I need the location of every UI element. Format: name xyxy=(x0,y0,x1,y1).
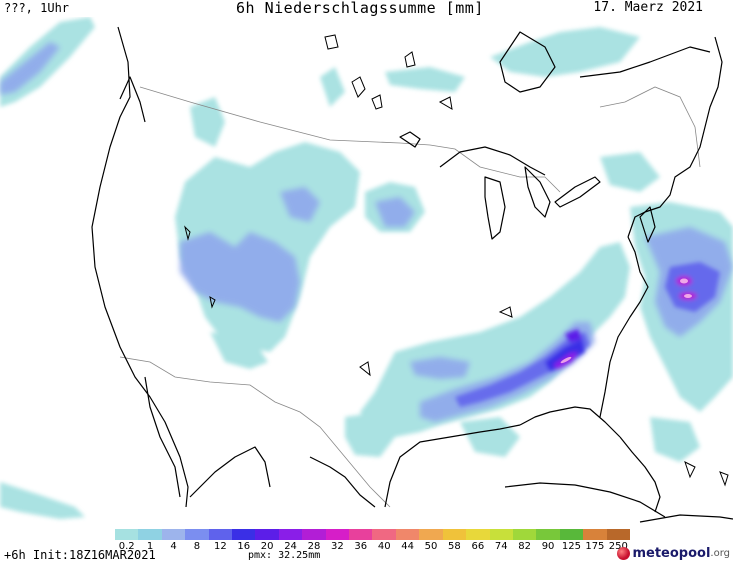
colorbar-tick-label: 0.2 xyxy=(118,541,135,552)
colorbar-tick-label: 125 xyxy=(561,541,582,552)
colorbar-segment xyxy=(232,529,256,540)
colorbar-tick-label: 74 xyxy=(494,541,508,552)
colorbar-segment xyxy=(372,529,396,540)
colorbar-segment xyxy=(255,529,279,540)
colorbar-segment xyxy=(606,529,630,540)
colorbar-segment xyxy=(419,529,443,540)
colorbar-tick-label: 44 xyxy=(401,541,414,552)
colorbar-segment xyxy=(466,529,490,540)
colorbar-segment xyxy=(442,529,467,540)
max-precip-label: pmx: 32.25mm xyxy=(248,550,321,561)
logo-suffix: .org xyxy=(710,548,730,559)
colorbar-segment xyxy=(536,529,560,540)
model-run-label: +6h Init:18Z16MAR2021 xyxy=(4,548,156,562)
colorbar-tick-label: 12 xyxy=(213,541,227,552)
colorbar-tick-label: 20 xyxy=(260,541,274,552)
colorbar-tick-label: 250 xyxy=(608,541,628,552)
colorbar-segment xyxy=(349,529,373,540)
islands-lakes xyxy=(184,34,729,487)
colorbar-labels: 0.2 1 4 8 12 16 20 24 28 32 36 40 44 50 58 66 74 82 90 125 1… xyxy=(115,541,630,553)
colorbar-tick-label: 50 xyxy=(424,541,438,552)
colorbar-tick-label: 40 xyxy=(377,541,391,552)
colorbar-segment xyxy=(512,529,537,540)
colorbar-tick-label: 66 xyxy=(471,541,485,552)
precipitation-map xyxy=(0,17,733,526)
meteopool-logo[interactable]: meteopool .org xyxy=(617,546,730,561)
precip-colorbar xyxy=(115,529,630,540)
colorbar-tick-label: 24 xyxy=(284,541,297,552)
precip-peak-markers xyxy=(560,278,692,364)
colorbar-segment xyxy=(395,529,420,540)
precip-field-heavy xyxy=(455,262,720,407)
precip-field-light xyxy=(0,17,733,519)
colorbar-segment xyxy=(325,529,350,540)
colorbar-tick-label: 90 xyxy=(541,541,555,552)
colorbar-segment xyxy=(583,529,607,540)
forecast-label: ???, 1Uhr xyxy=(4,1,70,15)
colorbar-segment xyxy=(489,529,513,540)
colorbar-tick-label: 4 xyxy=(170,541,177,552)
colorbar-segment xyxy=(115,529,139,540)
logo-mark-icon xyxy=(617,547,631,560)
colorbar-tick-label: 175 xyxy=(585,541,605,552)
colorbar-segment xyxy=(138,529,162,540)
colorbar-segment xyxy=(161,529,186,540)
logo-text: meteopool xyxy=(632,546,711,561)
map-title: 6h Niederschlagssumme [mm] xyxy=(236,0,484,17)
colorbar-tick-label: 16 xyxy=(237,541,251,552)
colorbar-tick-label: 36 xyxy=(354,541,368,552)
colorbar-tick-label: 1 xyxy=(146,541,154,552)
colorbar-segment xyxy=(278,529,303,540)
colorbar-tick-label: 8 xyxy=(193,541,201,552)
colorbar-segment xyxy=(559,529,584,540)
colorbar-tick-label: 32 xyxy=(331,541,344,552)
colorbar-tick-label: 58 xyxy=(448,541,461,552)
colorbar-segment xyxy=(302,529,326,540)
colorbar-segment xyxy=(185,529,209,540)
colorbar-tick-label: 28 xyxy=(307,541,321,552)
colorbar-tick-label: 82 xyxy=(518,541,532,552)
precip-field-moderate xyxy=(0,42,733,422)
coastlines xyxy=(91,26,733,523)
colorbar-segment xyxy=(208,529,233,540)
forecast-date: 17. Maerz 2021 xyxy=(593,0,703,15)
political-borders xyxy=(119,86,701,508)
